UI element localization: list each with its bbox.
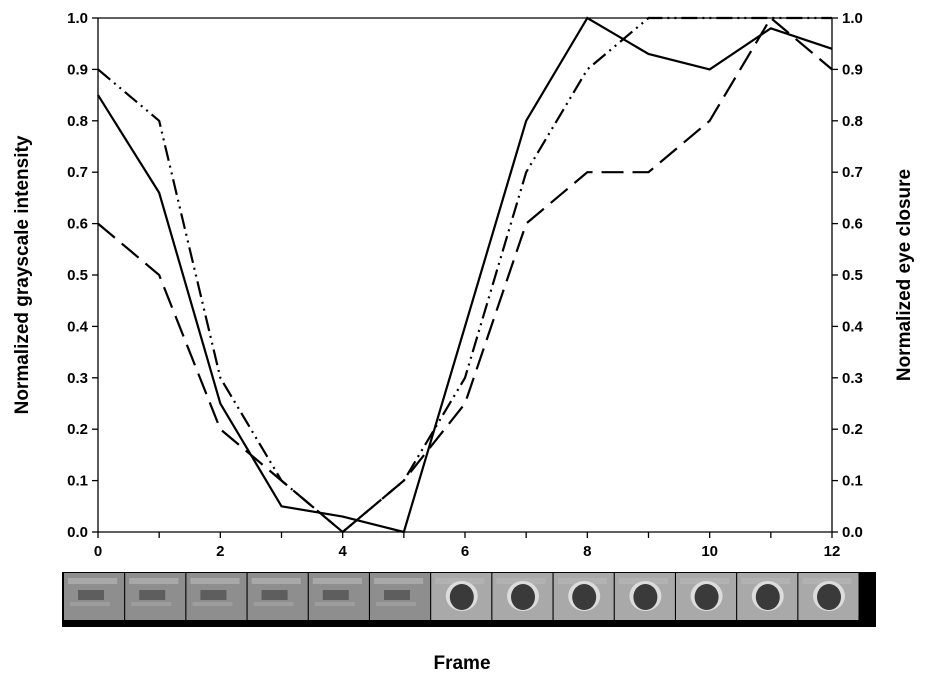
eye-frame-highlight [496, 578, 546, 584]
x-tick-label: 6 [461, 543, 469, 560]
eye-closed-shadow [78, 590, 104, 600]
y-right-tick-label: 0.8 [842, 113, 863, 130]
eye-pupil [694, 584, 719, 610]
eye-frame-highlight [557, 578, 607, 584]
y-right-tick-label: 0.2 [842, 421, 863, 438]
eye-frame-closed [186, 573, 247, 620]
y-right-tick-label: 0.0 [842, 524, 863, 541]
y-right-tick-label: 0.7 [842, 164, 863, 181]
eye-frame-highlight [680, 578, 730, 584]
x-tick-label: 4 [338, 543, 347, 560]
x-tick-label: 8 [583, 543, 591, 560]
eye-frame-open [737, 573, 798, 620]
y-left-tick-label: 0.0 [67, 524, 88, 541]
y-right-tick-label: 0.9 [842, 61, 863, 78]
y-right-tick-label: 0.6 [842, 216, 863, 233]
eye-frame-open [676, 573, 737, 620]
right-tick-group: 0.0 0.1 0.2 0.3 0.4 0.5 0.6 0.7 0.8 0.9 1.0 [832, 10, 864, 541]
y-left-tick-label: 0.4 [67, 318, 89, 335]
eye-frame-closed [64, 573, 125, 620]
y-right-tick-label: 0.1 [842, 473, 863, 490]
eye-frame-highlight [802, 578, 852, 584]
y-left-tick-label: 0.8 [67, 113, 88, 130]
y-axis-right-label: Normalized eye closure [894, 169, 915, 381]
eye-frame-highlight [129, 578, 179, 584]
eye-closed-shadow [200, 590, 227, 600]
eye-frame-closed [370, 573, 431, 620]
eye-frame-closed [247, 573, 308, 620]
series-line-dash-dot-dot [97, 16, 832, 534]
eye-closed-lid [376, 602, 416, 606]
y-left-tick-label: 1.0 [67, 10, 88, 27]
series-line-long-dash [97, 16, 833, 534]
eye-pupil [755, 584, 780, 610]
y-right-tick-label: 0.3 [842, 370, 863, 387]
eye-closed-lid [253, 602, 294, 606]
y-right-tick-label: 0.5 [842, 267, 863, 284]
eye-frame-highlight [68, 578, 118, 584]
x-tick-label: 10 [701, 543, 718, 560]
eye-frame-closed [308, 573, 369, 620]
eye-closed-lid [314, 602, 355, 606]
eye-frame-closed [125, 573, 186, 620]
eye-closed-shadow [322, 590, 349, 600]
y-right-tick-label: 0.4 [842, 318, 864, 335]
y-left-tick-label: 0.9 [67, 61, 88, 78]
y-axis-left-label: Normalized grayscale intensity [12, 135, 33, 414]
eye-frame-highlight [251, 578, 301, 584]
eye-frame-open [614, 573, 675, 620]
plot-frame [97, 17, 833, 533]
eye-closed-lid [192, 602, 233, 606]
eye-pupil [449, 584, 474, 610]
eye-pupil [633, 584, 658, 610]
x-tick-label: 12 [824, 543, 841, 560]
y-left-tick-label: 0.2 [67, 421, 88, 438]
eye-frame-highlight [618, 578, 668, 584]
eye-closed-shadow [139, 590, 166, 600]
eye-pupil [511, 584, 535, 610]
x-tick-label: 0 [94, 543, 102, 560]
eye-frame-open [492, 573, 553, 620]
eye-frame-highlight [374, 578, 424, 584]
eye-frame-open [431, 573, 492, 620]
eye-closed-shadow [261, 590, 288, 600]
eye-closed-shadow [384, 590, 410, 600]
eye-pupil [817, 584, 841, 610]
eye-frame-highlight [190, 578, 240, 584]
eye-frame-highlight [435, 578, 485, 584]
y-left-tick-label: 0.1 [67, 473, 88, 490]
y-left-tick-label: 0.7 [67, 164, 88, 181]
eye-frame-highlight [312, 578, 362, 584]
y-left-tick-label: 0.5 [67, 267, 88, 284]
x-tick-label: 2 [216, 543, 224, 560]
left-tick-group: 0.0 0.1 0.2 0.3 0.4 0.5 0.6 0.7 0.8 0.9 1.0 [67, 10, 98, 541]
y-left-tick-label: 0.6 [67, 216, 88, 233]
series-line-solid [97, 16, 833, 534]
eye-frame-open [798, 573, 859, 620]
x-axis-label: Frame [433, 653, 490, 674]
eye-frame-highlight [741, 578, 791, 584]
y-left-tick-label: 0.3 [67, 370, 88, 387]
eye-closed-lid [70, 602, 110, 606]
eye-closed-lid [131, 602, 172, 606]
y-right-tick-label: 1.0 [842, 10, 863, 27]
eye-pupil [572, 584, 597, 610]
eye-frame-open [553, 573, 614, 620]
frame-strip [62, 572, 876, 627]
series-layer [97, 16, 833, 534]
x-tick-group: 0 2 4 6 8 10 12 [94, 532, 841, 560]
